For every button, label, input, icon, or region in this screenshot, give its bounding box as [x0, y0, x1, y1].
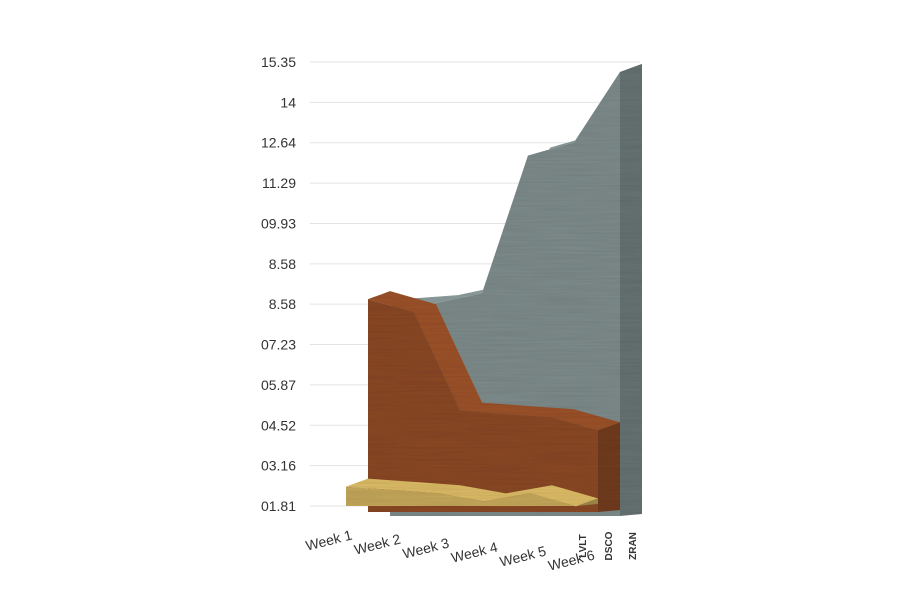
y-tick-label: 03.16 — [261, 458, 296, 474]
y-tick-label: 8.58 — [269, 296, 296, 312]
series-label: ZRAN — [628, 532, 639, 560]
y-tick-label: 11.29 — [262, 175, 296, 191]
x-category-label: Week 2 — [352, 531, 402, 558]
y-tick-label: 8.58 — [269, 256, 296, 272]
x-category-label: Week 1 — [304, 527, 354, 554]
series-side-face — [620, 64, 642, 516]
x-category-label: Week 4 — [449, 539, 499, 566]
y-tick-label: 09.93 — [261, 215, 296, 231]
x-category-label: Week 3 — [401, 535, 451, 562]
y-tick-label: 07.23 — [261, 337, 296, 353]
x-category-label: Week 5 — [498, 543, 548, 570]
series-layer — [346, 64, 642, 516]
series-dsco — [368, 291, 620, 512]
y-tick-label: 05.87 — [261, 377, 296, 393]
series-lvlt — [346, 478, 598, 507]
series-label: DSCO — [604, 531, 615, 560]
y-tick-label: 15.35 — [261, 54, 296, 70]
series-side-face — [576, 498, 598, 507]
y-tick-label: 14 — [280, 94, 296, 110]
y-tick-label: 04.52 — [261, 417, 296, 433]
y-tick-label: 12.64 — [261, 135, 296, 151]
series-top-surface — [346, 478, 598, 507]
series-front-face — [346, 486, 576, 507]
y-axis-ticks: 01.81 03.16 04.52 05.87 07.23 8.58 8.58 09.93 11… — [261, 54, 296, 514]
series-label: LVLT — [578, 534, 589, 558]
series-front-face — [368, 299, 598, 512]
series-top-surface — [368, 291, 620, 431]
series-labels: LVLT DSCO ZRAN — [578, 531, 639, 560]
y-tick-label: 01.81 — [261, 498, 296, 514]
series-side-face — [598, 422, 620, 512]
